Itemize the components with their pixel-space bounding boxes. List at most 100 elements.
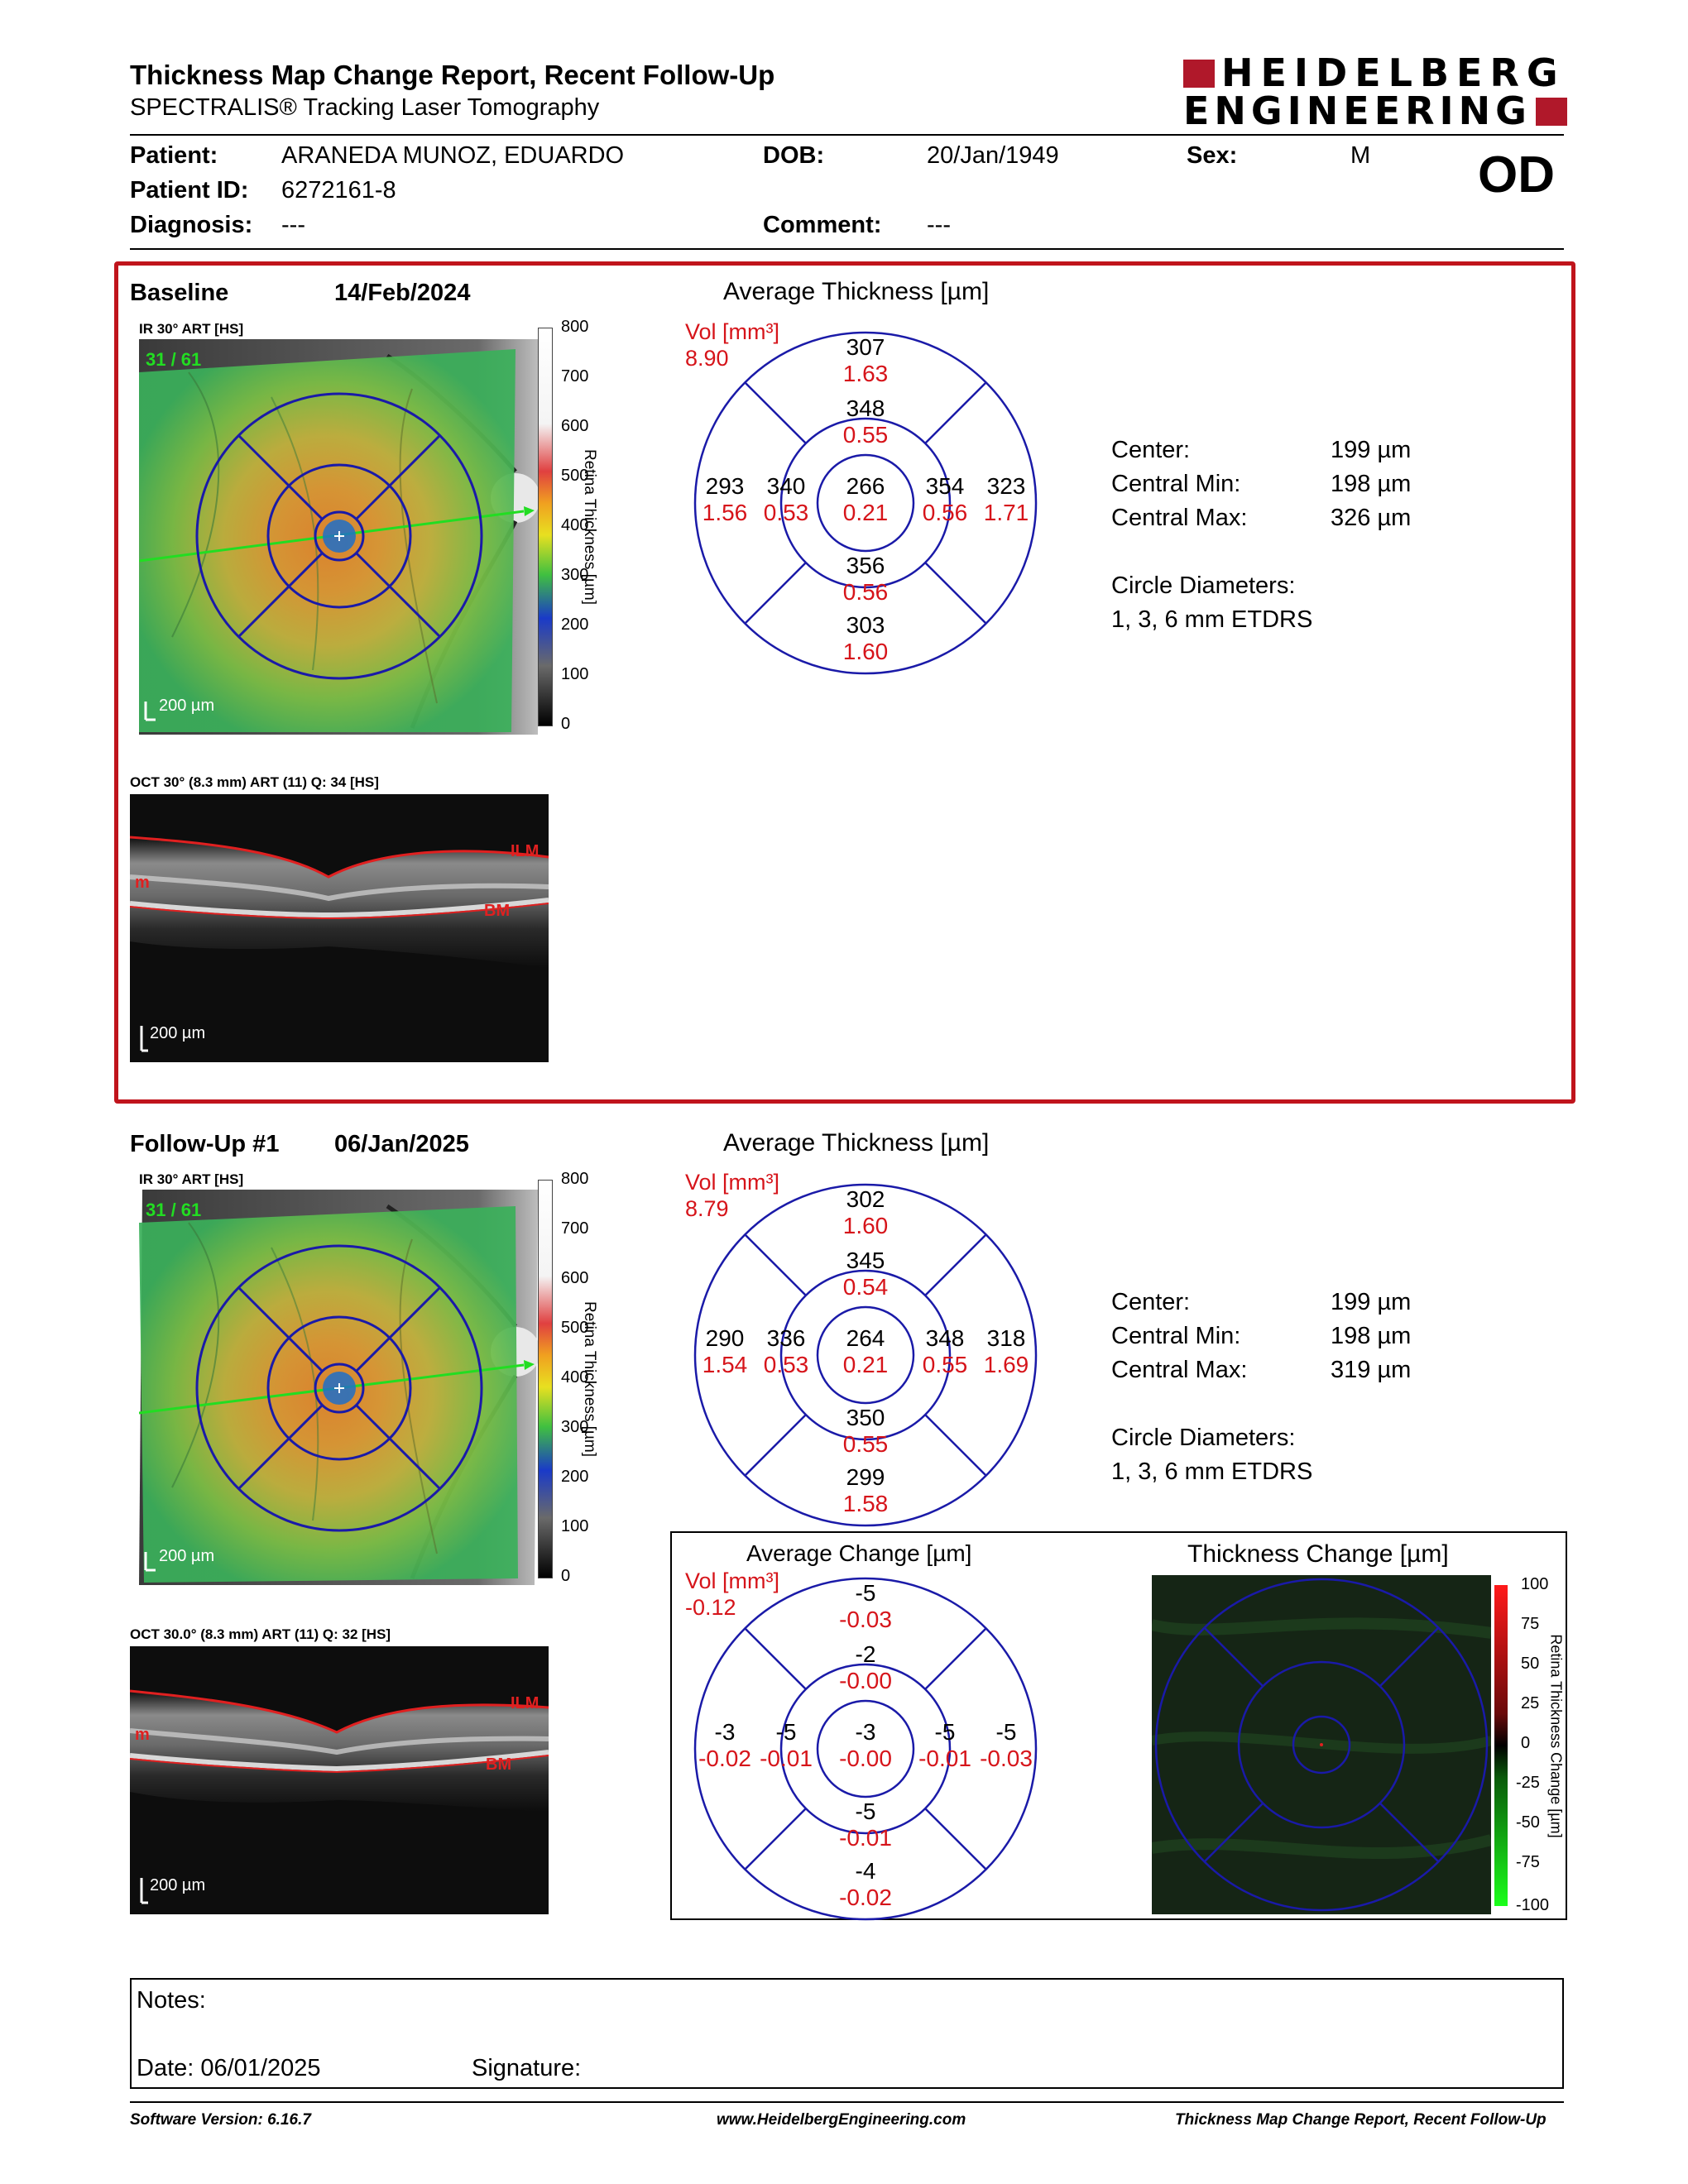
change-section [670,1531,1567,1920]
diagnosis-value: --- [281,212,305,238]
baseline-vol-total: 8.90 [685,346,729,371]
change-map-svg [1152,1575,1491,1914]
followup-oct-bm-label: BM [486,1755,512,1774]
baseline-sector-outer-right-volume: 1.71 [983,500,1029,525]
change-cb-50: 50 [1521,1655,1540,1673]
change-cb-25: 25 [1521,1694,1540,1712]
change-sector-inner-left-volume: -0.01 [760,1746,813,1771]
baseline-cb-300: 300 [561,566,589,584]
change-map-title: Thickness Change [µm] [1187,1540,1449,1568]
followup-cb-400: 400 [561,1368,589,1387]
followup-sector-outer-top-thickness: 302 [846,1186,885,1212]
baseline-sector-inner-top-volume: 0.55 [842,422,889,448]
followup-sector-outer-left-thickness: 290 [705,1325,745,1351]
notes-date: Date: 06/01/2025 [137,2055,321,2081]
patient-name: ARANEDA MUNOZ, EDUARDO [281,142,625,169]
baseline-sector-outer-top-thickness: 307 [846,334,885,360]
followup-sector-inner-top-thickness: 345 [846,1248,885,1273]
baseline-avg-title: Average Thickness [µm] [723,278,990,305]
baseline-oct-svg [130,836,549,1052]
baseline-label: Baseline [130,280,229,306]
change-sector-inner-top-volume: -0.00 [839,1668,892,1693]
baseline-stat-center-value: 199 µm [1331,437,1412,463]
baseline-sector-inner-bottom-volume: 0.56 [842,579,889,605]
change-cb-minus50: -50 [1516,1813,1540,1832]
followup-sector-center-thickness: 264 [846,1325,885,1351]
change-sector-inner-bottom-volume: -0.01 [839,1825,892,1851]
followup-ir-counter: 31 / 61 [146,1200,202,1220]
eye-indicator: OD [1478,146,1555,204]
change-sector-inner-bottom-thickness: -5 [855,1798,876,1824]
logo-line2: ENGINEERING [1183,89,1532,133]
followup-sector-inner-top-volume: 0.54 [842,1274,889,1300]
baseline-cb-axis-label: Retina Thickness [µm] [581,449,598,605]
followup-vol-total: 8.79 [685,1196,729,1221]
followup-stat-center-value: 199 µm [1331,1289,1412,1315]
baseline-sector-inner-left-thickness: 340 [766,473,806,499]
change-colorbar [1494,1585,1508,1906]
baseline-date: 14/Feb/2024 [334,280,471,306]
dob-value: 20/Jan/1949 [927,142,1059,169]
sex-value: M [1350,142,1371,169]
followup-cb-500: 500 [561,1319,589,1337]
followup-stat-diam-value: 1, 3, 6 mm ETDRS [1111,1458,1313,1485]
baseline-sector-inner-left-volume: 0.53 [763,500,809,525]
baseline-cb-800: 800 [561,318,589,336]
baseline-cb-100: 100 [561,665,589,683]
patient-divider [130,248,1564,250]
followup-sector-inner-right-thickness: 348 [925,1325,965,1351]
followup-etdrs-grid [692,1181,1039,1529]
followup-ir-caption: IR 30° ART [HS] [139,1171,244,1187]
diagnosis-label: Diagnosis: [130,212,253,238]
change-cb-75: 75 [1521,1615,1540,1633]
baseline-oct-bm-label: BM [484,902,511,920]
change-vol-label: Vol [mm³] [685,1569,780,1593]
change-cb-minus25: -25 [1516,1774,1540,1792]
logo-line1: HEIDELBERG [1221,50,1566,95]
followup-sector-center-volume: 0.21 [842,1352,889,1377]
comment-label: Comment: [763,212,882,238]
baseline-etdrs-svg [693,331,1038,675]
followup-sector-outer-right-volume: 1.69 [983,1352,1029,1377]
change-sector-inner-top-thickness: -2 [855,1641,876,1667]
baseline-sector-outer-left-volume: 1.56 [702,500,748,525]
report-subtitle: SPECTRALIS® Tracking Laser Tomography [130,94,600,121]
footer-website[interactable]: www.HeidelbergEngineering.com [717,2111,966,2129]
patient-id-value: 6272161-8 [281,177,396,204]
followup-ir-scale: 200 µm [159,1547,215,1565]
followup-cb-300: 300 [561,1418,589,1436]
change-sector-inner-right-volume: -0.01 [918,1746,971,1771]
notes-label: Notes: [137,1987,206,2014]
followup-sector-inner-right-volume: 0.55 [922,1352,968,1377]
baseline-fundus-svg [139,339,538,735]
followup-oct-ilm-label: ILM [511,1694,539,1712]
baseline-sector-outer-top-volume: 1.63 [842,361,889,386]
footer-divider [130,2101,1564,2103]
followup-cb-800: 800 [561,1170,589,1188]
change-sector-outer-top-volume: -0.03 [839,1607,892,1632]
notes-box[interactable] [130,1978,1564,2089]
followup-oct-caption: OCT 30.0° (8.3 mm) ART (11) Q: 32 [HS] [130,1626,391,1642]
baseline-ir-caption: IR 30° ART [HS] [139,321,244,337]
change-sector-outer-left-thickness: -3 [714,1719,736,1745]
change-etdrs-grid [692,1575,1039,1923]
baseline-stat-min-label: Central Min: [1111,471,1241,497]
followup-sector-outer-top-volume: 1.60 [842,1213,889,1238]
change-sector-inner-left-thickness: -5 [775,1719,797,1745]
followup-stat-center-label: Center: [1111,1289,1191,1315]
baseline-sector-outer-bottom-volume: 1.60 [842,639,889,664]
logo-block-top [1183,60,1215,88]
baseline-sector-center-thickness: 266 [846,473,885,499]
change-sector-outer-bottom-thickness: -4 [855,1858,876,1884]
followup-stat-max-label: Central Max: [1111,1357,1248,1383]
change-cb-minus100: -100 [1516,1896,1550,1914]
followup-date: 06/Jan/2025 [334,1131,469,1157]
followup-label: Follow-Up #1 [130,1131,280,1157]
change-sector-outer-top-thickness: -5 [855,1580,876,1606]
followup-cb-700: 700 [561,1219,589,1238]
followup-sector-outer-bottom-thickness: 299 [846,1464,885,1490]
change-cb-100: 100 [1521,1575,1549,1593]
change-cb-minus75: -75 [1516,1853,1540,1871]
patient-label: Patient: [130,142,218,169]
followup-cb-0: 0 [561,1567,571,1585]
